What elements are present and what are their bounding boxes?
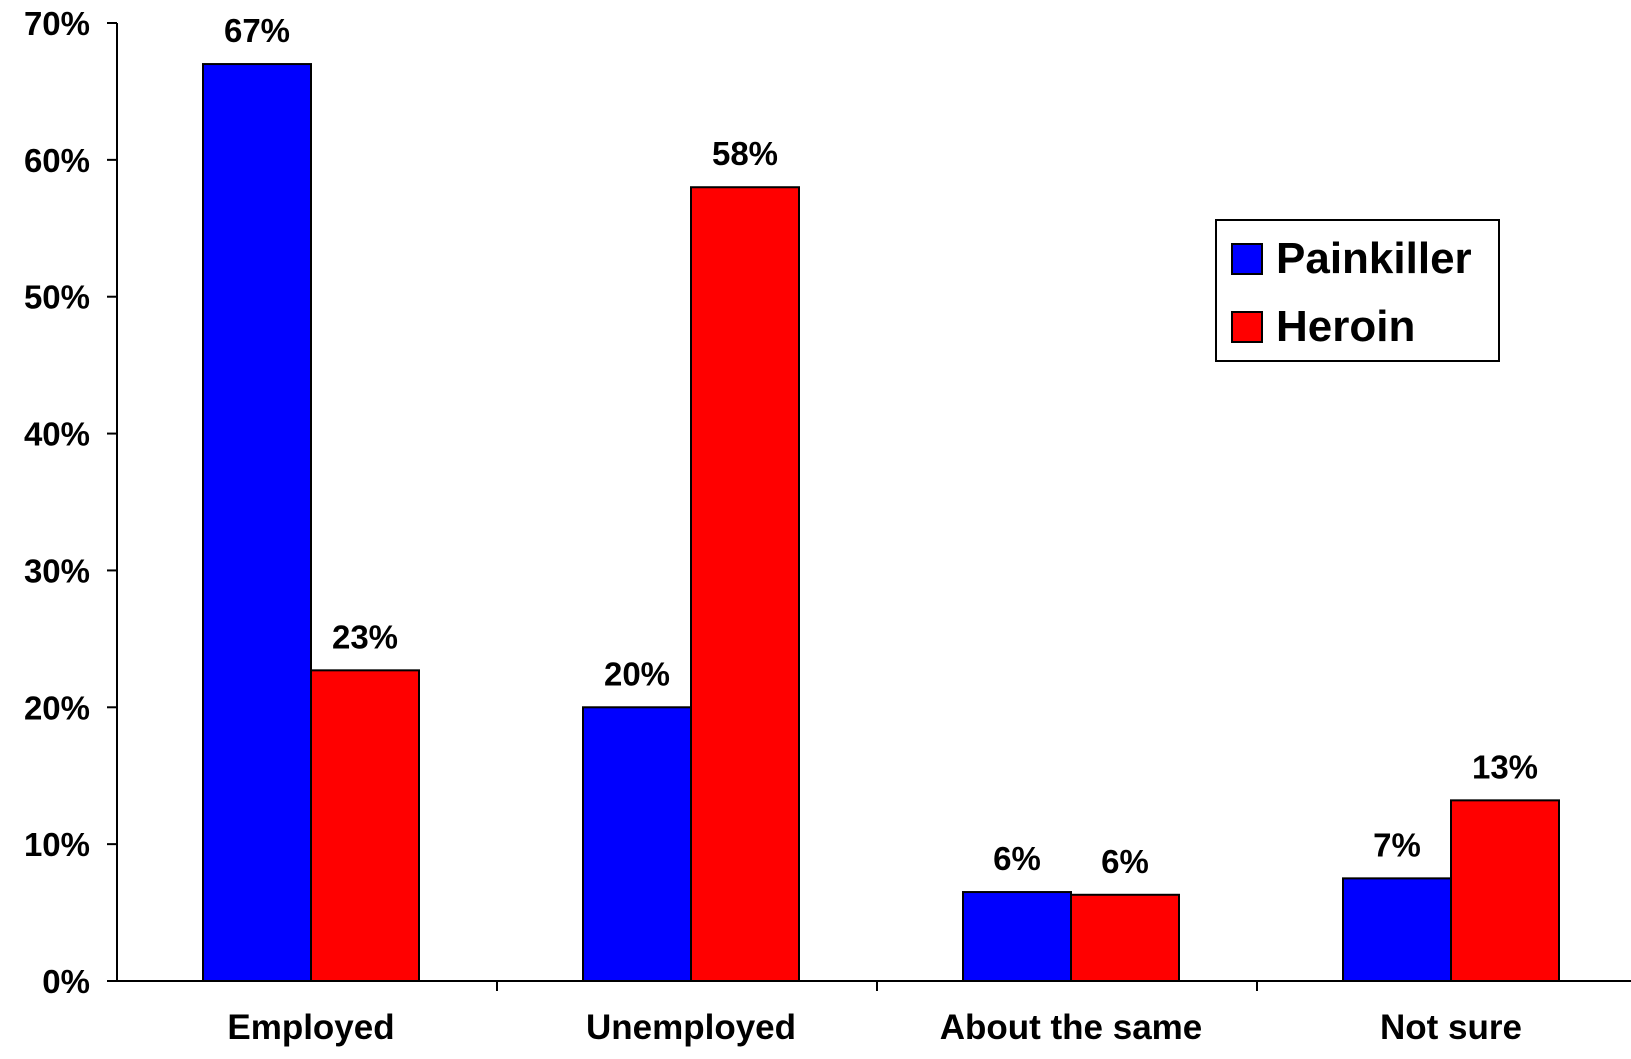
data-label: 6% (993, 840, 1041, 877)
bar-painkiller-not-sure (1342, 877, 1452, 982)
legend-label-painkiller: Painkiller (1276, 234, 1472, 283)
data-label: 13% (1472, 748, 1538, 785)
bar-heroin-employed (310, 669, 420, 982)
y-tick-label: 0% (42, 963, 90, 1000)
x-axis: Employed Unemployed About the same Not sure (117, 980, 1631, 1047)
bar-painkiller-about-the-same (962, 891, 1072, 982)
y-tick-label: 70% (24, 5, 90, 42)
y-tick-label: 40% (24, 416, 90, 453)
bar-heroin-about-the-same (1070, 893, 1180, 983)
data-label: 6% (1101, 843, 1149, 880)
x-category-label: Not sure (1380, 1008, 1522, 1047)
data-label: 23% (332, 618, 398, 655)
y-tick-label: 30% (24, 552, 90, 589)
data-label: 20% (604, 655, 670, 692)
data-label: 7% (1373, 826, 1421, 863)
y-tick-label: 10% (24, 826, 90, 863)
bar-heroin-unemployed (690, 186, 800, 982)
legend-swatch-heroin (1231, 311, 1263, 343)
bar-painkiller-unemployed (582, 706, 692, 982)
x-category-label: Unemployed (586, 1008, 796, 1047)
legend-label-heroin: Heroin (1276, 302, 1415, 351)
legend: Painkiller Heroin (1215, 219, 1500, 362)
plot-area: 67% 23% 20% 58% 6% 6% 7% 13% (202, 12, 1560, 983)
y-tick-label: 60% (24, 142, 90, 179)
data-label: 58% (712, 135, 778, 172)
legend-swatch-painkiller (1231, 243, 1263, 275)
y-axis: 0% 10% 20% 30% 40% 50% 60% 70% (24, 5, 118, 1000)
y-tick-label: 50% (24, 279, 90, 316)
x-category-label: Employed (227, 1008, 394, 1047)
legend-box (1215, 219, 1500, 362)
x-category-label: About the same (940, 1008, 1203, 1047)
bar-painkiller-employed (202, 63, 312, 983)
y-tick-label: 20% (24, 689, 90, 726)
bar-heroin-not-sure (1450, 799, 1560, 982)
data-label: 67% (224, 12, 290, 49)
